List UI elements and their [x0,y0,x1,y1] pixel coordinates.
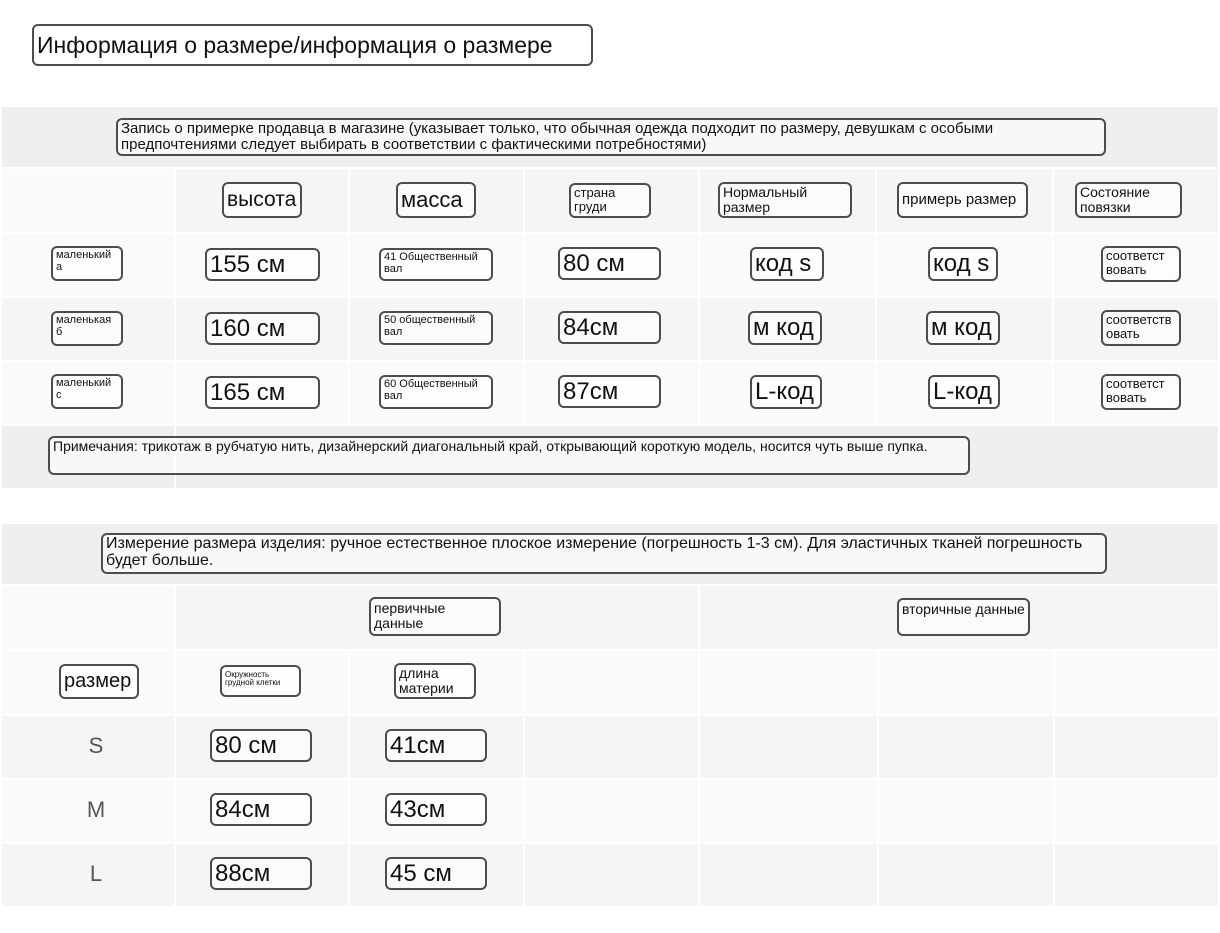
column-divider [174,169,176,488]
fit-status-value: соответств овать [1101,310,1181,346]
group-primary: первичные данные [369,597,501,636]
measurement-group-band [2,586,1218,649]
length-value: 43см [385,793,487,826]
group-secondary: вторичные данные [897,598,1030,636]
column-divider [523,651,525,906]
header-chest: страна груди [569,183,651,218]
column-divider [1052,169,1054,424]
chest-value: 84см [210,793,312,826]
weight-value: 60 Общественный вал [379,375,493,409]
fit-status-value: соответст вовать [1101,374,1181,410]
measurement-group-first-cell [2,586,174,649]
column-divider [348,169,350,424]
column-divider [348,651,350,906]
length-value: 45 см [385,857,487,890]
chest-value: 80 см [210,729,312,762]
height-value: 160 см [205,312,320,345]
height-value: 155 см [205,248,320,281]
fitting-remark: Примечания: трикотаж в рубчатую нить, ди… [48,436,970,475]
fitting-header-first-cell [2,169,174,232]
tried-size-value: L-код [928,375,1000,409]
size-value: L [89,861,103,886]
length-value: 41см [385,729,487,762]
weight-value: 50 общественный вал [379,311,493,345]
column-divider [1053,651,1055,906]
normal-size-value: код s [750,247,824,281]
size-value: M [86,797,106,822]
column-divider [875,169,877,424]
measurement-row-band [2,780,1218,842]
header-tried-size: примерь размер [897,182,1028,218]
header-length: длина материи [394,663,476,699]
header-chest-circumference: Окружность грудной клетки [220,665,301,697]
measurement-row-band [2,716,1218,778]
header-fit-status: Состояние повязки [1075,182,1182,218]
height-value: 165 см [205,376,320,409]
size-header: размер [59,664,139,699]
page-title: Информация о размере/информация о размер… [32,24,593,66]
normal-size-value: L-код [750,375,822,409]
measurement-header-band [2,651,1218,714]
header-normal-size: Нормальный размер [718,182,852,218]
tried-size-value: код s [928,247,998,281]
row-label: маленький с [51,374,123,409]
measurement-row-band [2,844,1218,906]
column-divider [698,169,700,424]
normal-size-value: м код [748,311,822,345]
chest-value: 84см [558,311,661,344]
chest-value: 87см [558,375,661,408]
header-height: высота [222,182,302,218]
tried-size-value: м код [926,311,1000,345]
fitting-note: Запись о примерке продавца в магазине (у… [116,118,1106,156]
chest-value: 88см [210,857,312,890]
chest-value: 80 см [558,247,661,280]
column-divider [877,651,879,906]
column-divider [698,586,700,906]
measurement-note: Измерение размера изделия: ручное естест… [101,533,1107,574]
size-value: S [88,733,104,758]
row-label: маленькая б [51,311,123,346]
fit-status-value: соответст вовать [1101,246,1181,282]
column-divider [523,169,525,424]
column-divider [174,586,176,906]
weight-value: 41 Общественный вал [379,248,493,281]
header-weight: масса [396,182,476,218]
row-label: маленький а [51,246,123,281]
